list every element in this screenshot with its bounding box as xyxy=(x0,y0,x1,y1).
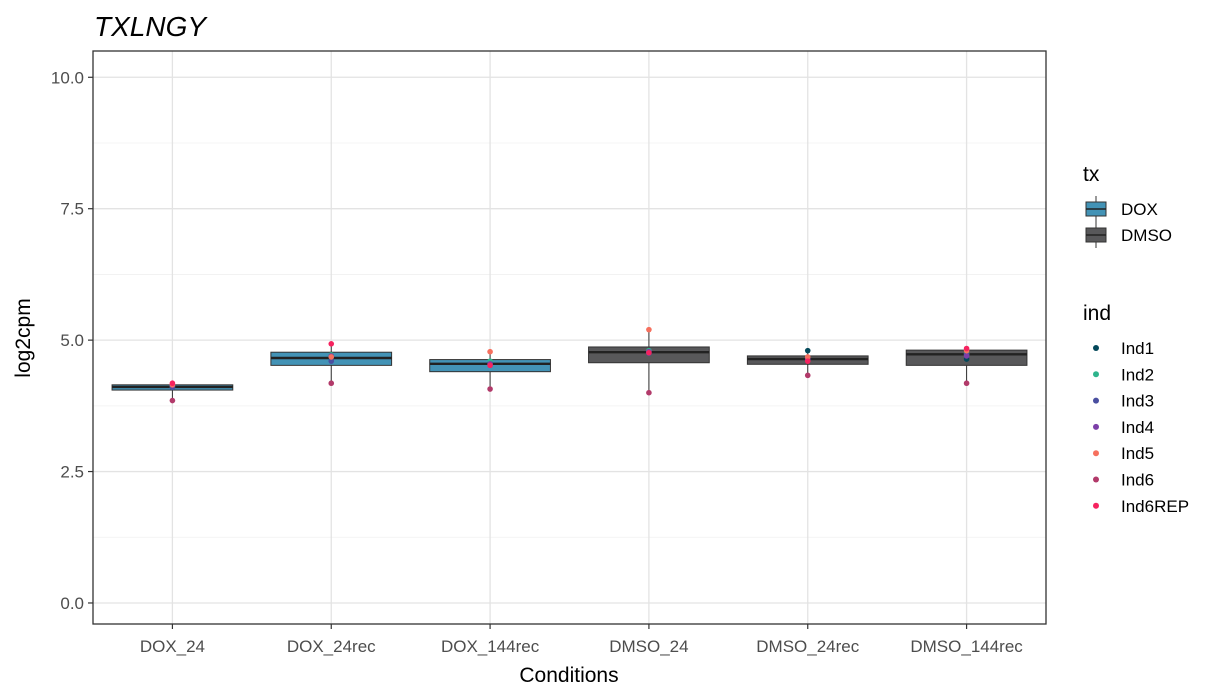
legend-tx: tx DOX DMSO xyxy=(1083,163,1172,248)
legend-ind-label: Ind2 xyxy=(1121,365,1154,384)
legend-ind-label: Ind6REP xyxy=(1121,497,1189,516)
y-axis-title: log2cpm xyxy=(12,298,35,377)
legend-ind-label: Ind6 xyxy=(1121,471,1154,490)
legend-ind-key xyxy=(1093,397,1099,404)
legend-tx-label: DOX xyxy=(1121,200,1158,219)
point-Ind6REP xyxy=(646,349,652,356)
point-Ind5 xyxy=(646,326,652,333)
chart-title: TXLNGY xyxy=(94,11,208,42)
point-Ind5 xyxy=(487,348,493,355)
x-axis-title: Conditions xyxy=(519,664,618,687)
legend-ind-label: Ind3 xyxy=(1121,392,1154,411)
point-Ind1 xyxy=(804,347,811,354)
point-Ind6REP xyxy=(328,341,335,347)
y-tick-label: 2.5 xyxy=(60,463,84,482)
y-tick-label: 10.0 xyxy=(51,68,84,87)
point-Ind3 xyxy=(328,358,335,364)
point-Ind6REP xyxy=(169,380,176,387)
x-tick-label: DOX_144rec xyxy=(441,637,540,656)
point-Ind5 xyxy=(804,354,811,360)
legend-ind-label: Ind1 xyxy=(1121,339,1154,358)
x-axis: DOX_24 DOX_24rec DOX_144rec DMSO_24 DMSO_24r… xyxy=(140,624,1023,656)
point-Ind6 xyxy=(328,380,335,387)
y-tick-label: 0.0 xyxy=(60,594,84,613)
point-Ind6 xyxy=(487,386,493,392)
legend-tx-label: DMSO xyxy=(1121,226,1172,245)
legend-ind-key xyxy=(1093,345,1099,351)
legend-ind-label: Ind4 xyxy=(1121,418,1154,437)
x-tick-label: DMSO_24 xyxy=(609,637,688,656)
panel-border xyxy=(92,50,1047,625)
y-tick-label: 5.0 xyxy=(60,331,84,350)
legend-ind-key xyxy=(1093,371,1099,378)
legend-ind-label: Ind5 xyxy=(1121,444,1154,463)
legend-ind-key xyxy=(1093,476,1099,483)
point-Ind4 xyxy=(963,353,970,359)
legend-ind-title: ind xyxy=(1083,302,1111,325)
legend-ind-key xyxy=(1093,423,1099,430)
point-Ind6 xyxy=(963,380,970,387)
y-tick-label: 7.5 xyxy=(60,200,84,219)
point-Ind6 xyxy=(646,389,652,396)
plot-panel xyxy=(93,51,1046,624)
x-tick-label: DMSO_144rec xyxy=(910,637,1023,656)
point-Ind6 xyxy=(804,372,811,379)
point-Ind5 xyxy=(328,354,335,360)
x-tick-label: DOX_24 xyxy=(140,637,205,656)
point-Ind6 xyxy=(169,397,176,404)
x-tick-label: DMSO_24rec xyxy=(756,637,859,656)
legend-ind-key xyxy=(1093,502,1099,509)
point-Ind6REP xyxy=(487,362,493,369)
legend-ind-key xyxy=(1093,450,1099,457)
point-Ind6REP xyxy=(804,358,811,364)
y-axis: 0.0 2.5 5.0 7.5 10.0 xyxy=(51,68,93,613)
legend-ind: ind Ind1 Ind2 Ind3 Ind4 Ind5 Ind6 Ind6REP xyxy=(1083,302,1189,516)
x-tick-label: DOX_24rec xyxy=(287,637,376,656)
point-layer xyxy=(169,326,970,404)
legend-tx-title: tx xyxy=(1083,163,1100,186)
point-Ind6REP xyxy=(963,345,970,352)
